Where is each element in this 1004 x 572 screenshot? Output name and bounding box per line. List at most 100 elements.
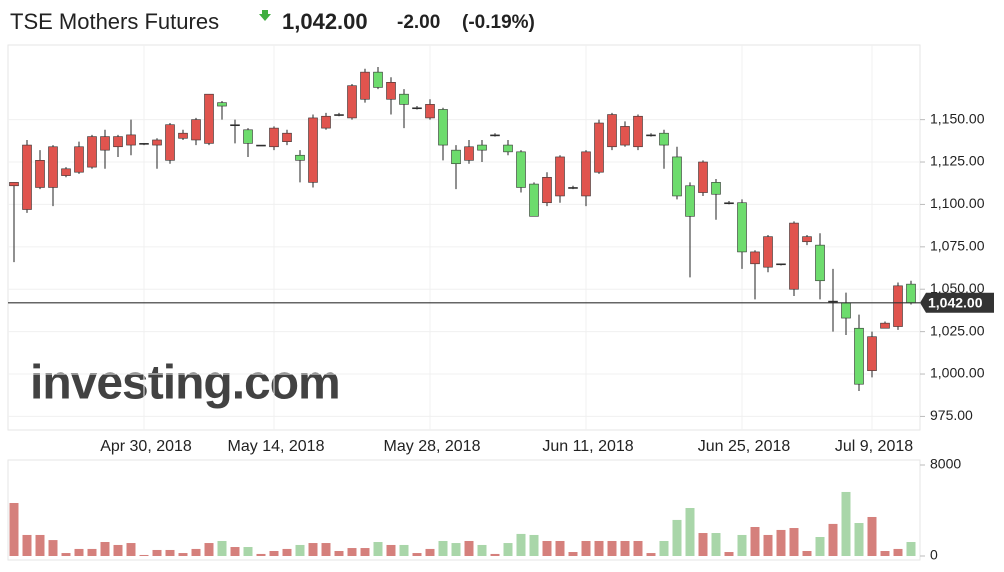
candle-body	[646, 134, 656, 137]
volume-bar	[711, 533, 721, 556]
volume-bar	[243, 547, 253, 556]
volume-bar	[555, 540, 565, 556]
change-arrow	[259, 10, 271, 21]
y-tick-label: 1,050.00	[930, 280, 985, 296]
chart-title: TSE Mothers Futures	[10, 9, 219, 34]
last-price-label: 1,042.00	[928, 295, 983, 311]
volume-bar	[516, 533, 526, 556]
candle-body	[750, 251, 760, 265]
candle-body	[139, 143, 149, 145]
plot-frame	[7, 44, 921, 431]
volume-bar	[399, 544, 409, 556]
volume-bar	[646, 553, 656, 556]
candle-body	[230, 124, 240, 127]
y-tick-label: 1,150.00	[930, 110, 985, 126]
volume-bar	[178, 553, 188, 556]
volume-bar	[9, 502, 19, 556]
candle-body	[295, 154, 305, 161]
volume-bar	[503, 543, 513, 556]
volume-bar	[581, 540, 591, 556]
volume-bar	[256, 553, 266, 556]
y-tick-label: 1,125.00	[930, 153, 985, 169]
x-tick-label: Jun 25, 2018	[698, 438, 791, 455]
volume-tick-label: 0	[930, 547, 938, 563]
candle-body	[854, 327, 864, 385]
volume-bar	[620, 540, 630, 556]
candle-body	[308, 117, 318, 183]
volume-bar	[685, 507, 695, 556]
candle-body	[451, 149, 461, 165]
x-tick-label: Jun 11, 2018	[542, 438, 633, 455]
y-tick-label: 1,000.00	[930, 365, 985, 381]
volume-bar	[841, 491, 851, 556]
candle-body	[581, 151, 591, 197]
candle-body	[841, 302, 851, 319]
candle-body	[191, 119, 201, 141]
candle-body	[87, 136, 97, 168]
candle-body	[113, 136, 123, 148]
volume-bar	[87, 548, 97, 556]
candle-body	[464, 146, 474, 161]
volume-bar	[321, 543, 331, 556]
volume-bar	[867, 516, 877, 556]
volume-frame	[7, 459, 921, 561]
candle-body	[802, 236, 812, 243]
volume-bar	[204, 543, 214, 556]
header-price: 1,042.00	[282, 9, 368, 34]
volume-bar	[607, 540, 617, 556]
candle-body	[776, 263, 786, 266]
watermark: investing.com	[30, 357, 340, 410]
candle-body	[724, 202, 734, 205]
header-change-percent: (-0.19%)	[462, 12, 535, 33]
volume-bar	[295, 544, 305, 556]
candle-body	[334, 114, 344, 116]
candle-body	[412, 107, 422, 110]
volume-bar	[217, 540, 227, 556]
candle-body	[256, 144, 266, 147]
candle-body	[360, 71, 370, 100]
volume-bar	[412, 553, 422, 556]
candle-body	[867, 336, 877, 371]
volume-bar	[542, 540, 552, 556]
x-tick-label: May 14, 2018	[228, 438, 325, 455]
candle-body	[542, 176, 552, 204]
volume-bar	[854, 523, 864, 556]
volume-bar	[698, 533, 708, 556]
candle-body	[269, 127, 279, 148]
volume-bar	[165, 549, 175, 556]
last-price-box	[920, 292, 994, 313]
volume-bar	[269, 550, 279, 556]
x-tick-label: May 28, 2018	[384, 438, 481, 455]
candle-body	[178, 132, 188, 139]
candle-body	[490, 134, 500, 137]
candle-body	[503, 144, 513, 153]
candle-body	[880, 322, 890, 329]
volume-bar	[139, 554, 149, 556]
candle-body	[9, 182, 19, 187]
candle-body	[893, 285, 903, 327]
volume-bar	[360, 548, 370, 556]
volume-bar	[373, 542, 383, 556]
candle-body	[204, 93, 214, 144]
volume-bar	[750, 526, 760, 556]
candle-body	[737, 202, 747, 253]
x-tick-label: Jul 9, 2018	[835, 438, 913, 455]
y-tick-label: 1,100.00	[930, 195, 985, 211]
candle-body	[321, 115, 331, 129]
candle-body	[620, 126, 630, 146]
candle-body	[22, 144, 32, 210]
candle-body	[165, 124, 175, 161]
volume-bar	[22, 534, 32, 556]
volume-bar	[438, 540, 448, 556]
volume-bar	[48, 540, 58, 556]
candle-body	[828, 300, 838, 303]
candle-body	[438, 109, 448, 146]
volume-bar	[828, 523, 838, 556]
candle-body	[789, 222, 799, 290]
volume-bar	[386, 544, 396, 556]
candle-body	[477, 144, 487, 151]
volume-bar	[477, 544, 487, 556]
candle-body	[152, 139, 162, 146]
volume-bar	[334, 550, 344, 556]
candle-body	[633, 115, 643, 148]
